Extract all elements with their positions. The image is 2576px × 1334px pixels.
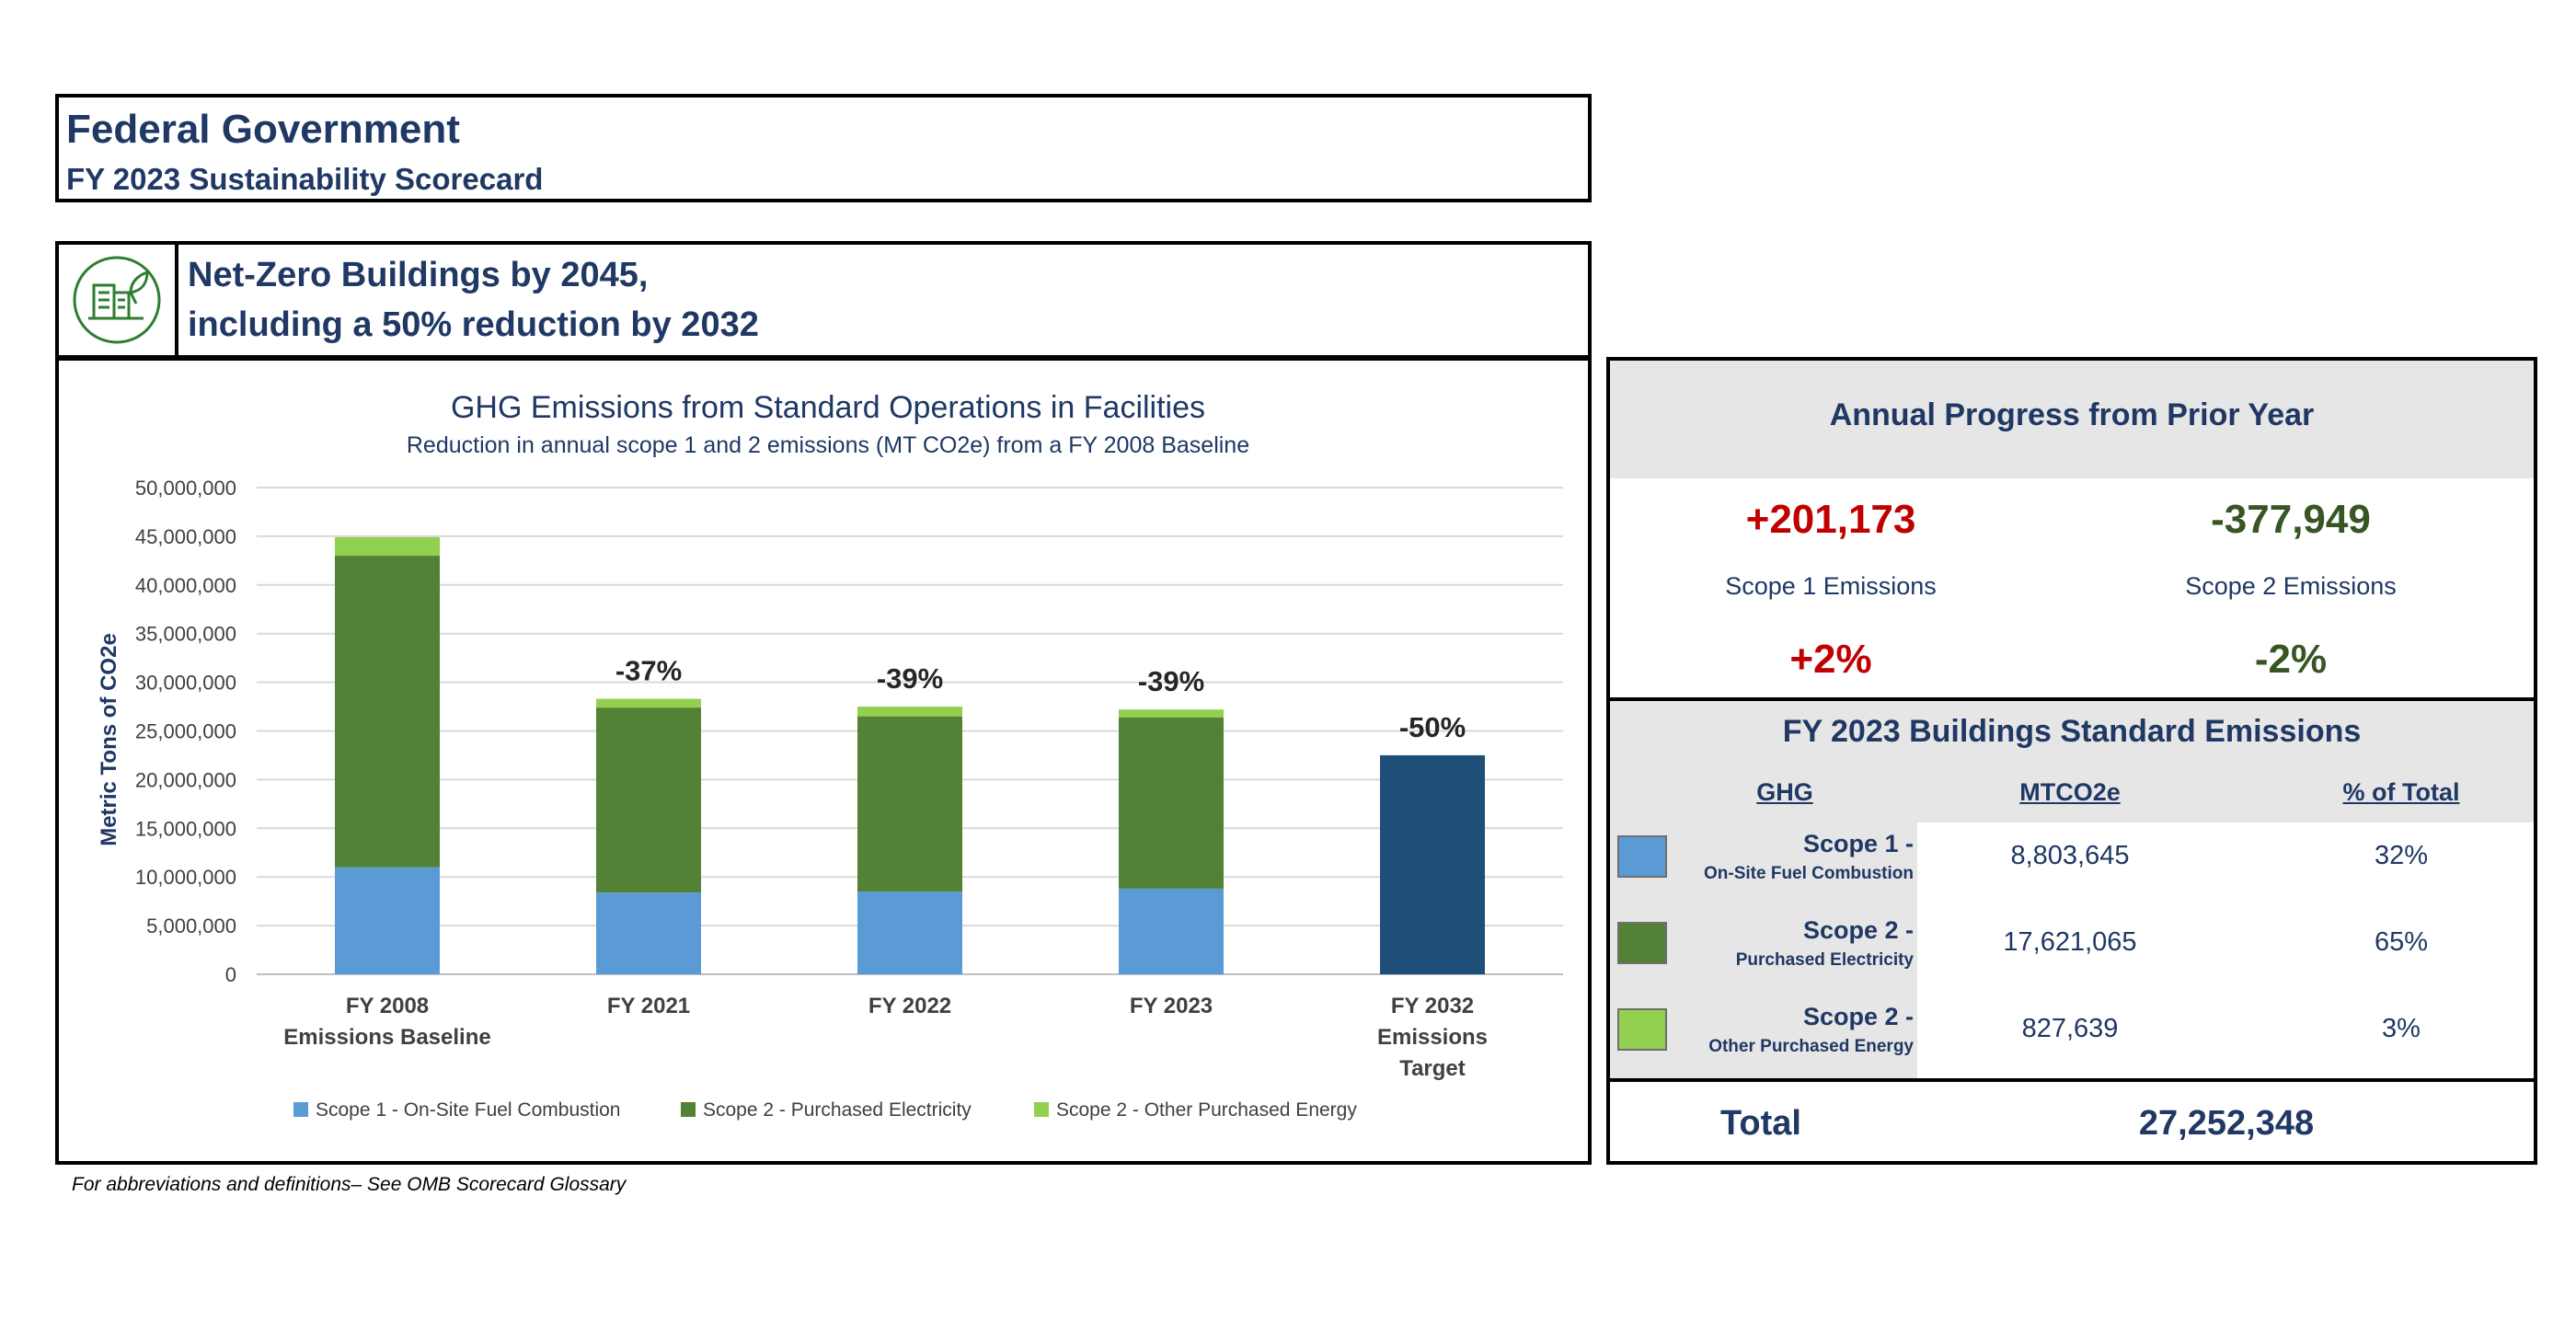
bar-segment-series-1 (1119, 717, 1224, 889)
chart-subtitle: Reduction in annual scope 1 and 2 emissi… (407, 432, 1249, 458)
building-leaf-icon (73, 256, 161, 344)
y-tick-label: 0 (225, 963, 236, 986)
progress-title: Annual Progress from Prior Year (1829, 397, 2315, 432)
total-divider (1610, 1078, 2534, 1082)
bar-segment-series-0 (1119, 888, 1224, 974)
row-mtco2e: 8,803,645 (2010, 841, 2130, 870)
scorecard-header: Federal Government FY 2023 Sustainabilit… (55, 94, 1592, 202)
x-tick-label: FY 2021 (607, 994, 690, 1018)
goal-icon-cell (59, 245, 178, 355)
bar-value-label: -39% (877, 662, 943, 695)
bar-segment-series-1 (596, 707, 701, 893)
x-tick-label: FY 2023 (1130, 994, 1213, 1018)
y-tick-label: 15,000,000 (135, 817, 236, 840)
legend-swatch (681, 1102, 696, 1117)
col-header-ghg: GHG (1756, 778, 1813, 806)
bar-value-label: -50% (1399, 711, 1466, 743)
row-name: Scope 1 - (1802, 830, 1914, 857)
x-tick-label: Target (1399, 1056, 1466, 1081)
x-tick-label: Emissions (1377, 1025, 1488, 1050)
y-tick-label: 25,000,000 (135, 720, 236, 743)
gridlines (257, 487, 1563, 975)
legend-label: Scope 2 - Other Purchased Energy (1056, 1099, 1357, 1121)
chart-title: GHG Emissions from Standard Operations i… (451, 390, 1205, 425)
col-header-percent: % of Total (2342, 778, 2460, 806)
footnote: For abbreviations and definitions– See O… (72, 1174, 627, 1195)
table-row-scope2-other-name: Scope 2 - Other Purchased Energy (1674, 1003, 1914, 1057)
page-subtitle: FY 2023 Sustainability Scorecard (66, 162, 544, 196)
bar-value-label: -39% (1138, 665, 1204, 697)
legend-label: Scope 2 - Purchased Electricity (703, 1099, 972, 1121)
bar-segment-series-1 (335, 556, 440, 868)
row-mtco2e: 17,621,065 (2003, 927, 2137, 957)
bar-segment-series-1 (857, 716, 962, 892)
scope1-change-value: +201,173 (1745, 497, 1916, 542)
page-title: Federal Government (66, 107, 460, 152)
scope1-change-percent: +2% (1789, 637, 1872, 682)
bar-segment-series-2 (596, 698, 701, 708)
emissions-table-header: FY 2023 Buildings Standard Emissions GHG… (1610, 701, 2534, 822)
y-tick-label: 50,000,000 (135, 477, 236, 500)
row-percent: 32% (2374, 841, 2429, 870)
legend-label: Scope 1 - On-Site Fuel Combustion (316, 1099, 621, 1121)
goal-banner: Net-Zero Buildings by 2045, including a … (55, 241, 1592, 359)
scope2-change-percent: -2% (2254, 637, 2328, 682)
y-tick-labels: 0 5,000,000 10,000,000 15,000,000 20,000,000… (135, 477, 236, 986)
bar-target (1380, 754, 1485, 974)
emissions-chart: GHG Emissions from Standard Operations i… (97, 390, 1563, 1121)
row-detail: Purchased Electricity (1735, 950, 1914, 970)
scope2-electricity-swatch (1617, 922, 1667, 964)
emissions-table-title: FY 2023 Buildings Standard Emissions (1782, 714, 2362, 749)
x-tick-label: FY 2032 (1391, 994, 1474, 1018)
y-tick-label: 20,000,000 (135, 768, 236, 791)
progress-panel: Annual Progress from Prior Year +201,173… (1606, 357, 2537, 1165)
scope2-other-swatch (1617, 1008, 1667, 1051)
row-percent: 3% (2382, 1014, 2421, 1043)
goal-line-2: including a 50% reduction by 2032 (188, 305, 759, 344)
scope2-change-label: Scope 2 Emissions (2185, 572, 2397, 600)
y-tick-label: 35,000,000 (135, 623, 236, 646)
total-value: 27,252,348 (2138, 1104, 2315, 1143)
x-tick-label: Emissions Baseline (283, 1025, 490, 1050)
y-tick-label: 30,000,000 (135, 672, 236, 695)
bar-segment-series-2 (1119, 709, 1224, 718)
row-name: Scope 2 - (1802, 916, 1914, 944)
y-tick-label: 40,000,000 (135, 574, 236, 597)
table-row-scope2-electricity-name: Scope 2 - Purchased Electricity (1674, 916, 1914, 971)
section-divider (1610, 697, 2534, 701)
progress-header: Annual Progress from Prior Year (1610, 361, 2534, 478)
table-row-scope1-name: Scope 1 - On-Site Fuel Combustion (1674, 830, 1914, 884)
y-tick-label: 10,000,000 (135, 866, 236, 889)
row-mtco2e: 827,639 (2021, 1014, 2119, 1043)
bar-segment-series-0 (335, 867, 440, 974)
scope2-change-value: -377,949 (2211, 497, 2371, 542)
scope1-swatch (1617, 835, 1667, 878)
row-detail: Other Purchased Energy (1708, 1037, 1914, 1056)
y-axis-label: Metric Tons of CO2e (97, 633, 121, 846)
x-tick-labels: FY 2008 Emissions Baseline FY 2021 FY 2022 F… (283, 994, 1488, 1081)
chart-legend: Scope 1 - On-Site Fuel Combustion Scope 2… (293, 1099, 1357, 1121)
legend-swatch (293, 1102, 308, 1117)
scope1-change-label: Scope 1 Emissions (1725, 572, 1937, 600)
bar-value-label: -37% (615, 655, 682, 687)
legend-swatch (1034, 1102, 1049, 1117)
goal-line-1: Net-Zero Buildings by 2045, (188, 256, 649, 294)
x-tick-label: FY 2008 (346, 994, 429, 1018)
x-tick-label: FY 2022 (868, 994, 951, 1018)
bar-labels: -37% -39% -39% -50% (615, 655, 1466, 743)
y-tick-label: 5,000,000 (146, 914, 236, 937)
bar-segment-series-0 (857, 891, 962, 974)
bar-segment-series-2 (335, 536, 440, 557)
row-detail: On-Site Fuel Combustion (1704, 864, 1914, 883)
y-tick-label: 45,000,000 (135, 525, 236, 548)
total-label: Total (1720, 1104, 1801, 1143)
row-name: Scope 2 - (1802, 1003, 1914, 1030)
emissions-chart-panel: GHG Emissions from Standard Operations i… (55, 357, 1592, 1165)
col-header-mtco2e: MTCO2e (2019, 778, 2121, 806)
bar-segment-series-0 (596, 892, 701, 974)
row-percent: 65% (2374, 927, 2429, 957)
bars (335, 536, 1485, 974)
bar-segment-series-2 (857, 707, 962, 717)
